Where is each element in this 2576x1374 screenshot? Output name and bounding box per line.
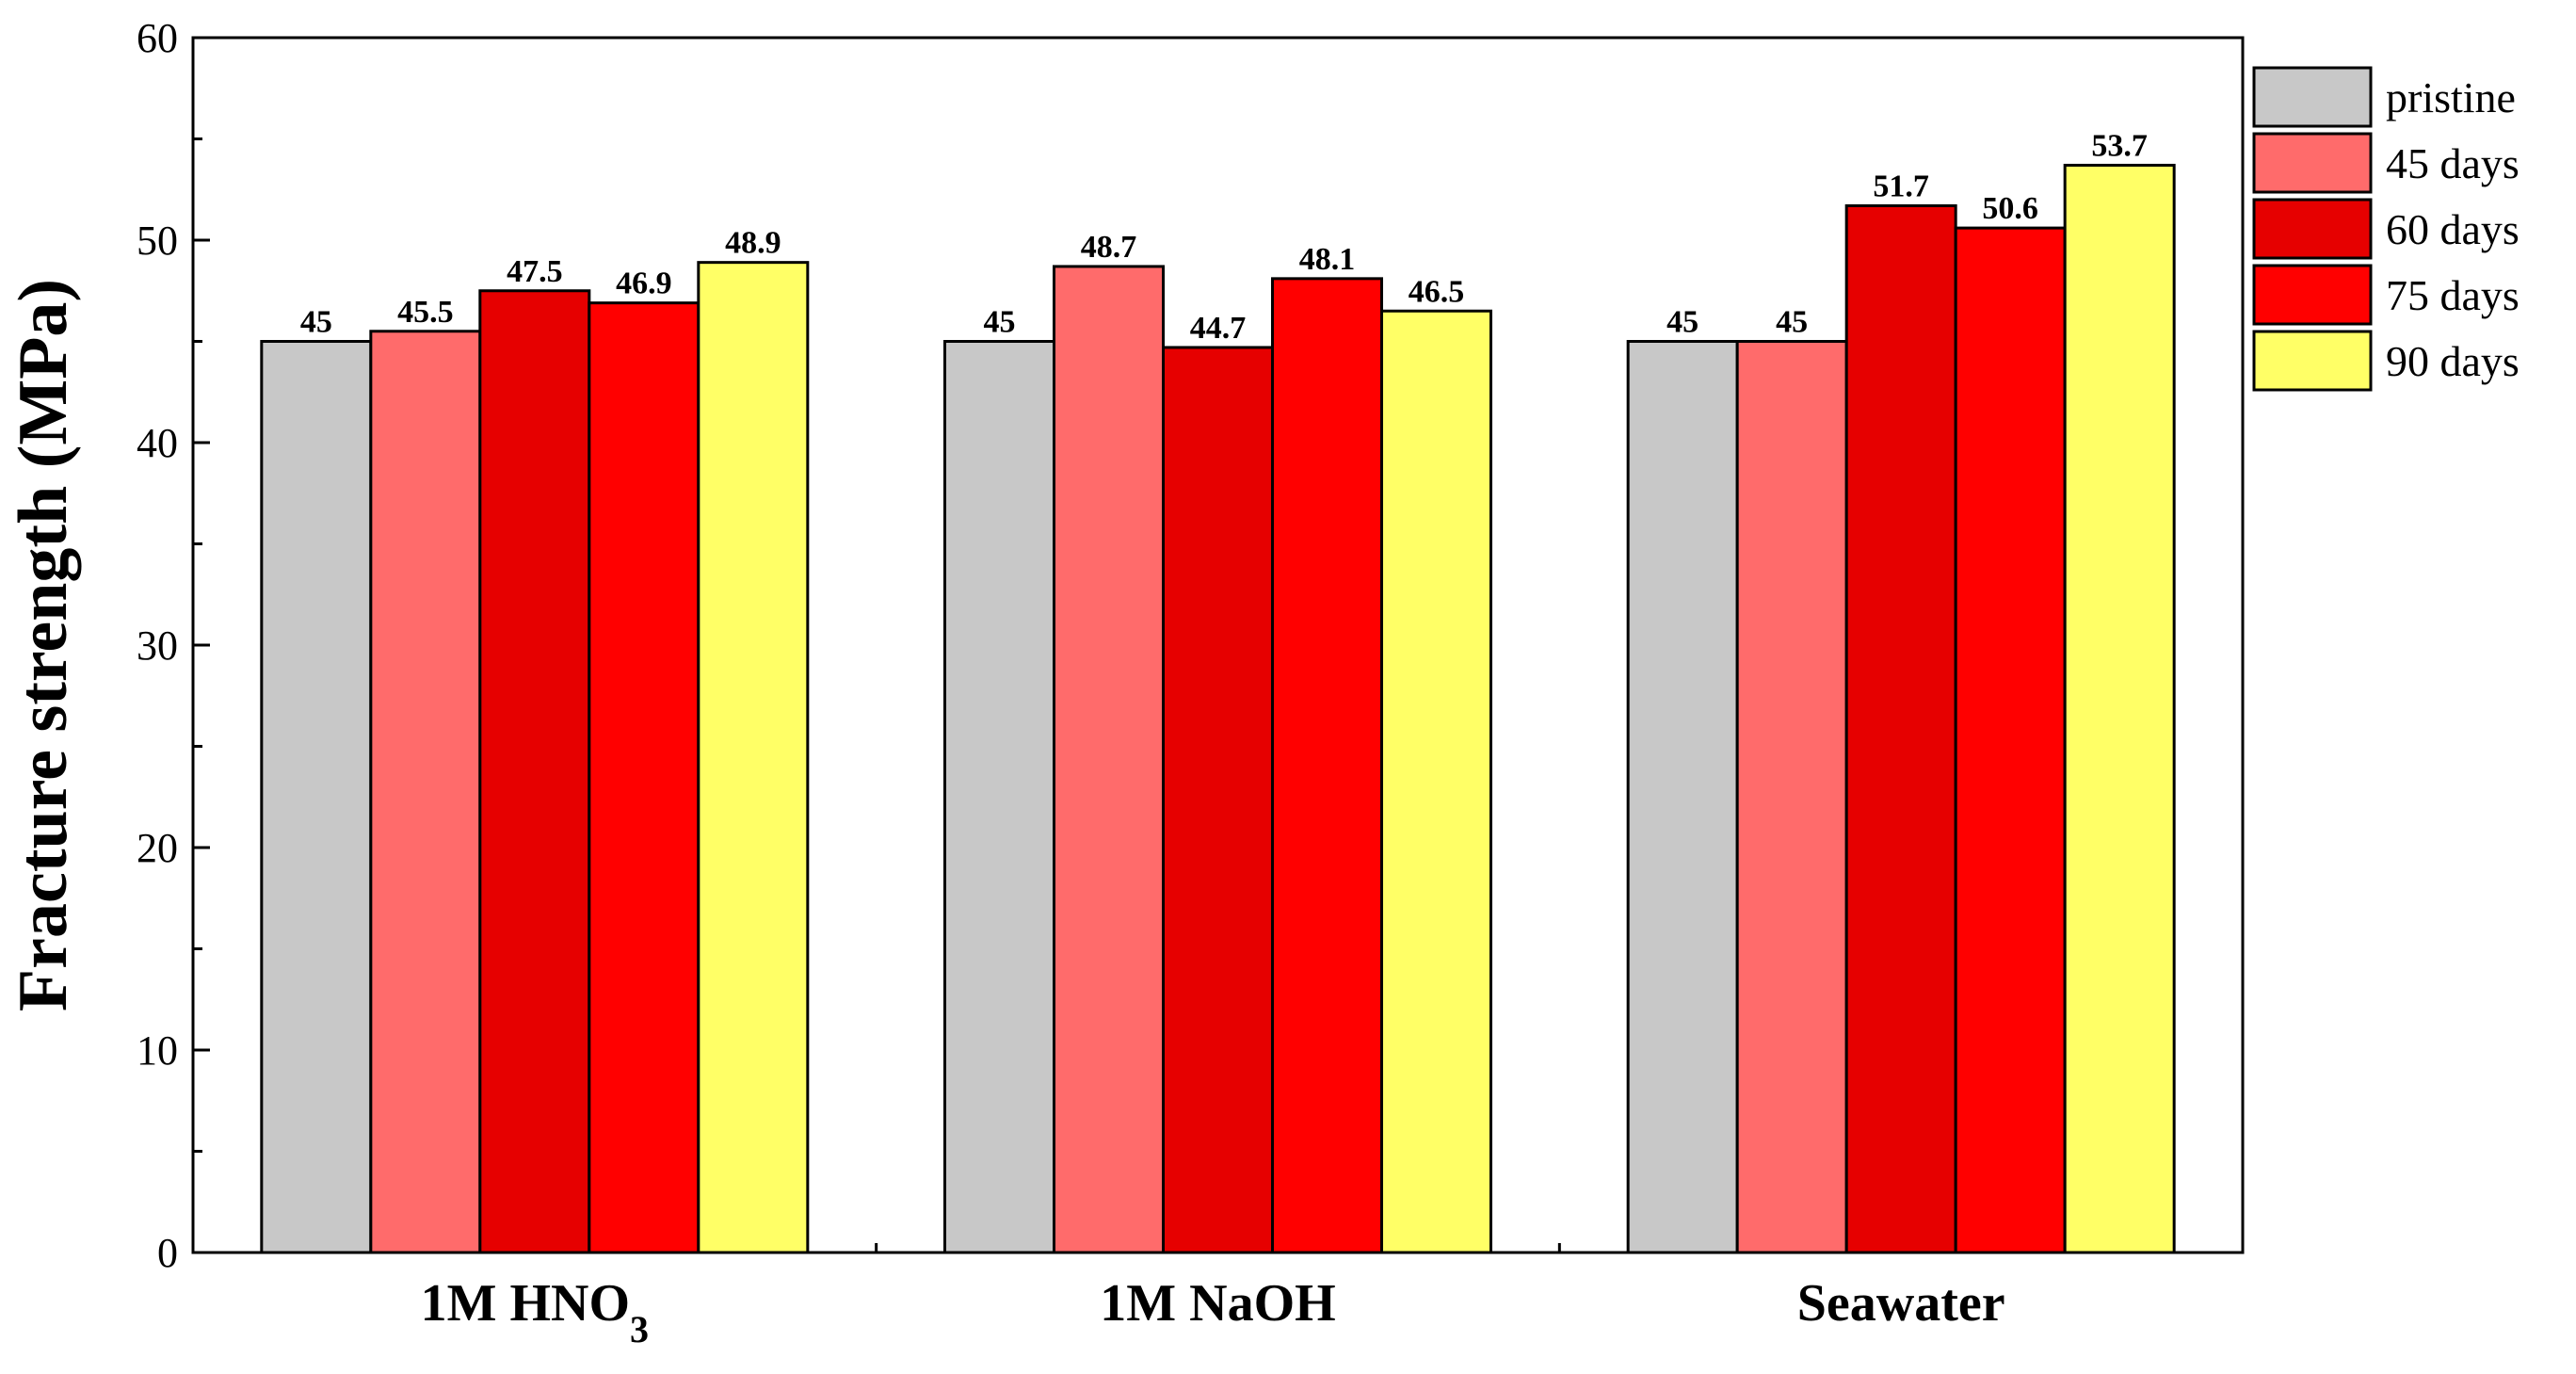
legend-swatch xyxy=(2252,66,2373,128)
bar xyxy=(1271,277,1383,1254)
legend-swatch xyxy=(2252,132,2373,194)
legend-label: pristine xyxy=(2386,73,2516,121)
bar xyxy=(1954,226,2067,1254)
y-tick-label: 0 xyxy=(157,1230,178,1276)
data-label: 46.5 xyxy=(1409,274,1465,309)
x-tick-label-text: Seawater xyxy=(1797,1274,2005,1333)
data-label: 45 xyxy=(984,305,1016,340)
x-tick-label: Seawater xyxy=(1797,1274,2005,1333)
y-tick-label: 60 xyxy=(137,15,178,61)
data-label: 48.9 xyxy=(725,226,781,261)
data-labels: 45 45.5 47.5 46.9 48.9 45 48.7 44.7 48.1 46.5 45 45… xyxy=(300,128,2148,346)
y-tick-label: 20 xyxy=(137,825,178,871)
data-label: 53.7 xyxy=(2091,128,2148,163)
legend-label: 45 days xyxy=(2386,139,2520,187)
data-label: 47.5 xyxy=(507,254,563,289)
x-tick-label: 1M NaOH xyxy=(1100,1274,1335,1333)
bar xyxy=(1380,309,1492,1254)
y-axis-label: Fracture strength (MPa) xyxy=(5,279,82,1011)
legend-label: 60 days xyxy=(2386,205,2520,253)
y-tick-label: 30 xyxy=(137,622,178,669)
data-label: 48.7 xyxy=(1081,230,1137,265)
x-tick-label-subscript: 3 xyxy=(630,1308,649,1350)
bar xyxy=(260,340,373,1254)
bar xyxy=(588,301,700,1254)
axes: 0 10 20 30 40 50 60 Fracture strength (MPa) 1M H… xyxy=(5,15,2245,1350)
bar xyxy=(1735,340,1848,1254)
bar xyxy=(2063,163,2176,1254)
data-label: 48.1 xyxy=(1299,242,1356,277)
bar xyxy=(369,330,482,1254)
legend-label: 90 days xyxy=(2386,337,2520,385)
data-label: 45 xyxy=(300,305,332,340)
bar xyxy=(1053,265,1165,1254)
legend-swatch xyxy=(2252,198,2373,260)
y-tick-label: 10 xyxy=(137,1027,178,1074)
data-label: 45 xyxy=(1776,305,1808,340)
bars xyxy=(260,163,2176,1254)
bar xyxy=(1626,340,1739,1254)
data-label: 45.5 xyxy=(397,295,454,330)
bar xyxy=(943,340,1055,1254)
x-tick-label: 1M HNO3 xyxy=(421,1274,649,1350)
y-tick-label: 50 xyxy=(137,218,178,264)
legend-label: 75 days xyxy=(2386,271,2520,319)
data-label: 50.6 xyxy=(1982,191,2038,226)
y-tick-label: 40 xyxy=(137,420,178,466)
bar xyxy=(1844,203,1957,1254)
legend-swatch xyxy=(2252,330,2373,392)
data-label: 51.7 xyxy=(1873,169,1929,203)
x-tick-label-text: 1M NaOH xyxy=(1100,1274,1335,1333)
data-label: 45 xyxy=(1666,305,1699,340)
bar xyxy=(697,261,810,1254)
bar xyxy=(478,289,591,1254)
legend-swatch xyxy=(2252,264,2373,326)
legend: pristine 45 days 60 days 75 days 90 days xyxy=(2252,66,2520,392)
data-label: 46.9 xyxy=(616,267,672,301)
data-label: 44.7 xyxy=(1190,311,1247,346)
bar xyxy=(1162,346,1274,1254)
x-tick-label-text: 1M HNO xyxy=(421,1274,630,1333)
